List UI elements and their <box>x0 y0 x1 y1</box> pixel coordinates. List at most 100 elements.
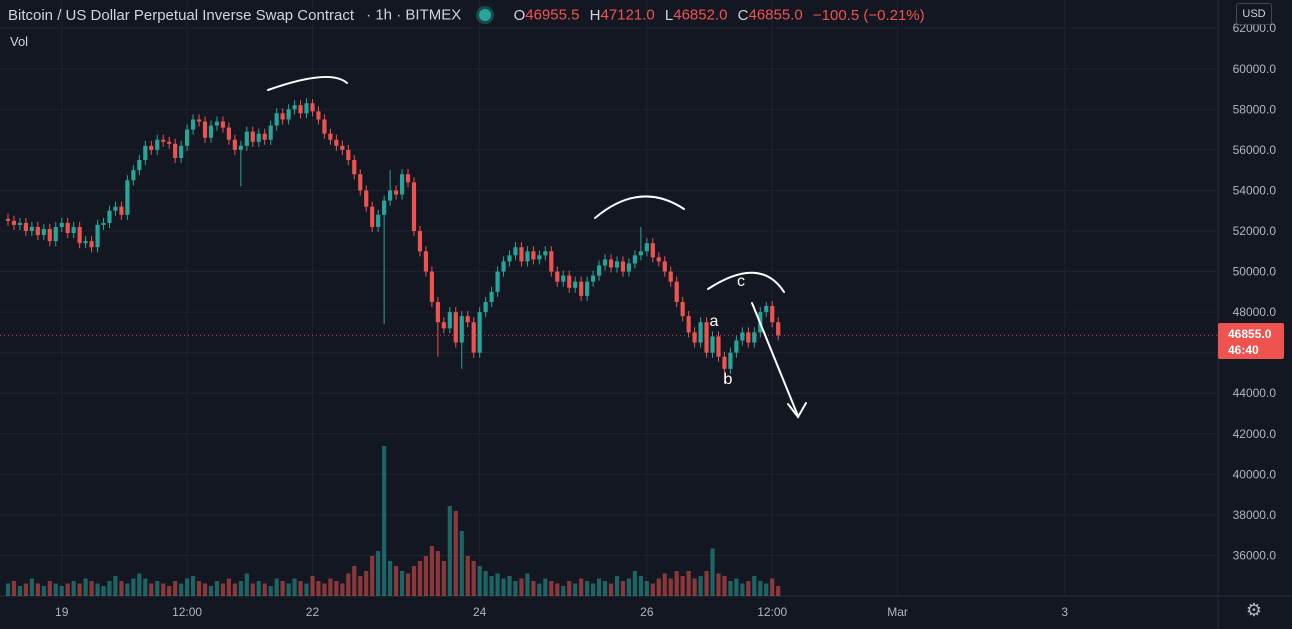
open-label: O <box>513 6 526 24</box>
volume-bar <box>286 583 291 596</box>
candle-body <box>334 139 339 146</box>
candle-body <box>352 160 357 175</box>
bar-countdown: 46:40 <box>1228 343 1259 357</box>
candle-body <box>65 222 70 234</box>
volume-bar <box>298 581 303 596</box>
price-tick-label: 40000.0 <box>1233 467 1277 481</box>
volume-bar <box>602 581 608 596</box>
candle-body <box>465 316 470 323</box>
candle-body <box>740 332 745 341</box>
gear-icon[interactable]: ⚙ <box>1245 600 1263 620</box>
volume-bar <box>692 578 697 596</box>
volume-bar <box>161 583 166 596</box>
candle-body <box>477 312 482 353</box>
volume-label[interactable]: Vol <box>10 34 29 49</box>
volume-bar <box>662 573 667 596</box>
candle-body <box>322 119 327 134</box>
candle-body <box>393 190 399 195</box>
candle-body <box>417 231 423 252</box>
symbol-title[interactable]: Bitcoin / US Dollar Perpetual Inverse Sw… <box>8 6 354 24</box>
volume-bar <box>358 576 363 596</box>
market-status-icon <box>479 9 492 22</box>
close-value: 46855.0 <box>748 6 803 24</box>
candle-body <box>620 261 626 272</box>
exchange-label[interactable]: BITMEX <box>405 6 462 24</box>
volume-bar <box>322 583 327 596</box>
candle-body <box>71 226 76 234</box>
volume-bar <box>531 581 536 596</box>
candle-body <box>513 247 518 256</box>
volume-bar <box>29 578 34 596</box>
candle-body <box>483 301 488 313</box>
high-label: H <box>589 6 601 24</box>
price-tick-label: 50000.0 <box>1233 265 1277 279</box>
price-tick-label: 48000.0 <box>1233 305 1277 319</box>
volume-bar <box>95 583 100 596</box>
volume-bar <box>423 556 429 596</box>
candle-body <box>770 306 775 323</box>
time-tick-label: 12:00 <box>757 605 787 619</box>
volume-bar <box>471 561 476 596</box>
candle-body <box>728 352 733 369</box>
candle-body <box>650 243 655 258</box>
candle-body <box>776 322 781 336</box>
candle-body <box>316 111 321 120</box>
volume-bar <box>185 578 190 596</box>
price-tick-label: 38000.0 <box>1233 508 1277 522</box>
candle-body <box>214 121 220 126</box>
volume-bar <box>250 583 255 596</box>
candle-body <box>614 261 620 268</box>
volume-bar <box>626 578 632 596</box>
volume-bar <box>167 586 172 596</box>
volume-bar <box>525 573 530 596</box>
candle-body <box>107 210 112 223</box>
volume-bar <box>113 576 118 596</box>
candle-body <box>567 275 572 288</box>
volume-bar <box>405 573 411 596</box>
candle-body <box>208 125 214 138</box>
candle-body <box>155 139 160 150</box>
volume-bar <box>417 561 423 596</box>
candle-body <box>734 340 739 353</box>
candle-body <box>549 251 554 272</box>
time-tick-label: 12:00 <box>172 605 202 619</box>
volume-bar <box>495 573 500 596</box>
volume-bar <box>465 556 470 596</box>
candle-body <box>262 133 267 140</box>
last-price-tag: 46855.0 46:40 <box>1218 323 1284 359</box>
currency-badge[interactable]: USD <box>1236 3 1272 25</box>
volume-bar <box>125 583 130 596</box>
volume-bar <box>137 573 142 596</box>
close-label: C <box>737 6 749 24</box>
price-tick-label: 44000.0 <box>1233 386 1277 400</box>
volume-bar <box>734 578 739 596</box>
wave-label-b: b <box>724 371 733 388</box>
candle-body <box>95 224 100 248</box>
candle-body <box>29 226 34 231</box>
candle-body <box>555 271 560 282</box>
volume-bar <box>728 581 733 596</box>
volume-bar <box>561 586 566 596</box>
candle-body <box>668 271 673 282</box>
volume-bar <box>208 586 214 596</box>
volume-bar <box>740 583 745 596</box>
candle-body <box>632 255 637 264</box>
volume-bar <box>173 581 178 596</box>
candle-body <box>113 206 118 211</box>
candle-body <box>161 139 166 142</box>
candle-body <box>596 265 602 276</box>
legend-separator: · <box>396 6 402 24</box>
candle-body <box>358 174 363 191</box>
price-tick-label: 54000.0 <box>1233 183 1277 197</box>
candle-body <box>190 119 196 130</box>
volume-bar <box>190 576 196 596</box>
volume-bar <box>53 583 58 596</box>
interval-label[interactable]: 1h <box>375 6 393 24</box>
candle-body <box>89 241 94 248</box>
candle-body <box>310 103 315 112</box>
volume-bar <box>11 581 17 596</box>
time-tick-label: Mar <box>887 605 908 619</box>
candle-body <box>280 113 285 120</box>
volume-bar <box>83 578 88 596</box>
